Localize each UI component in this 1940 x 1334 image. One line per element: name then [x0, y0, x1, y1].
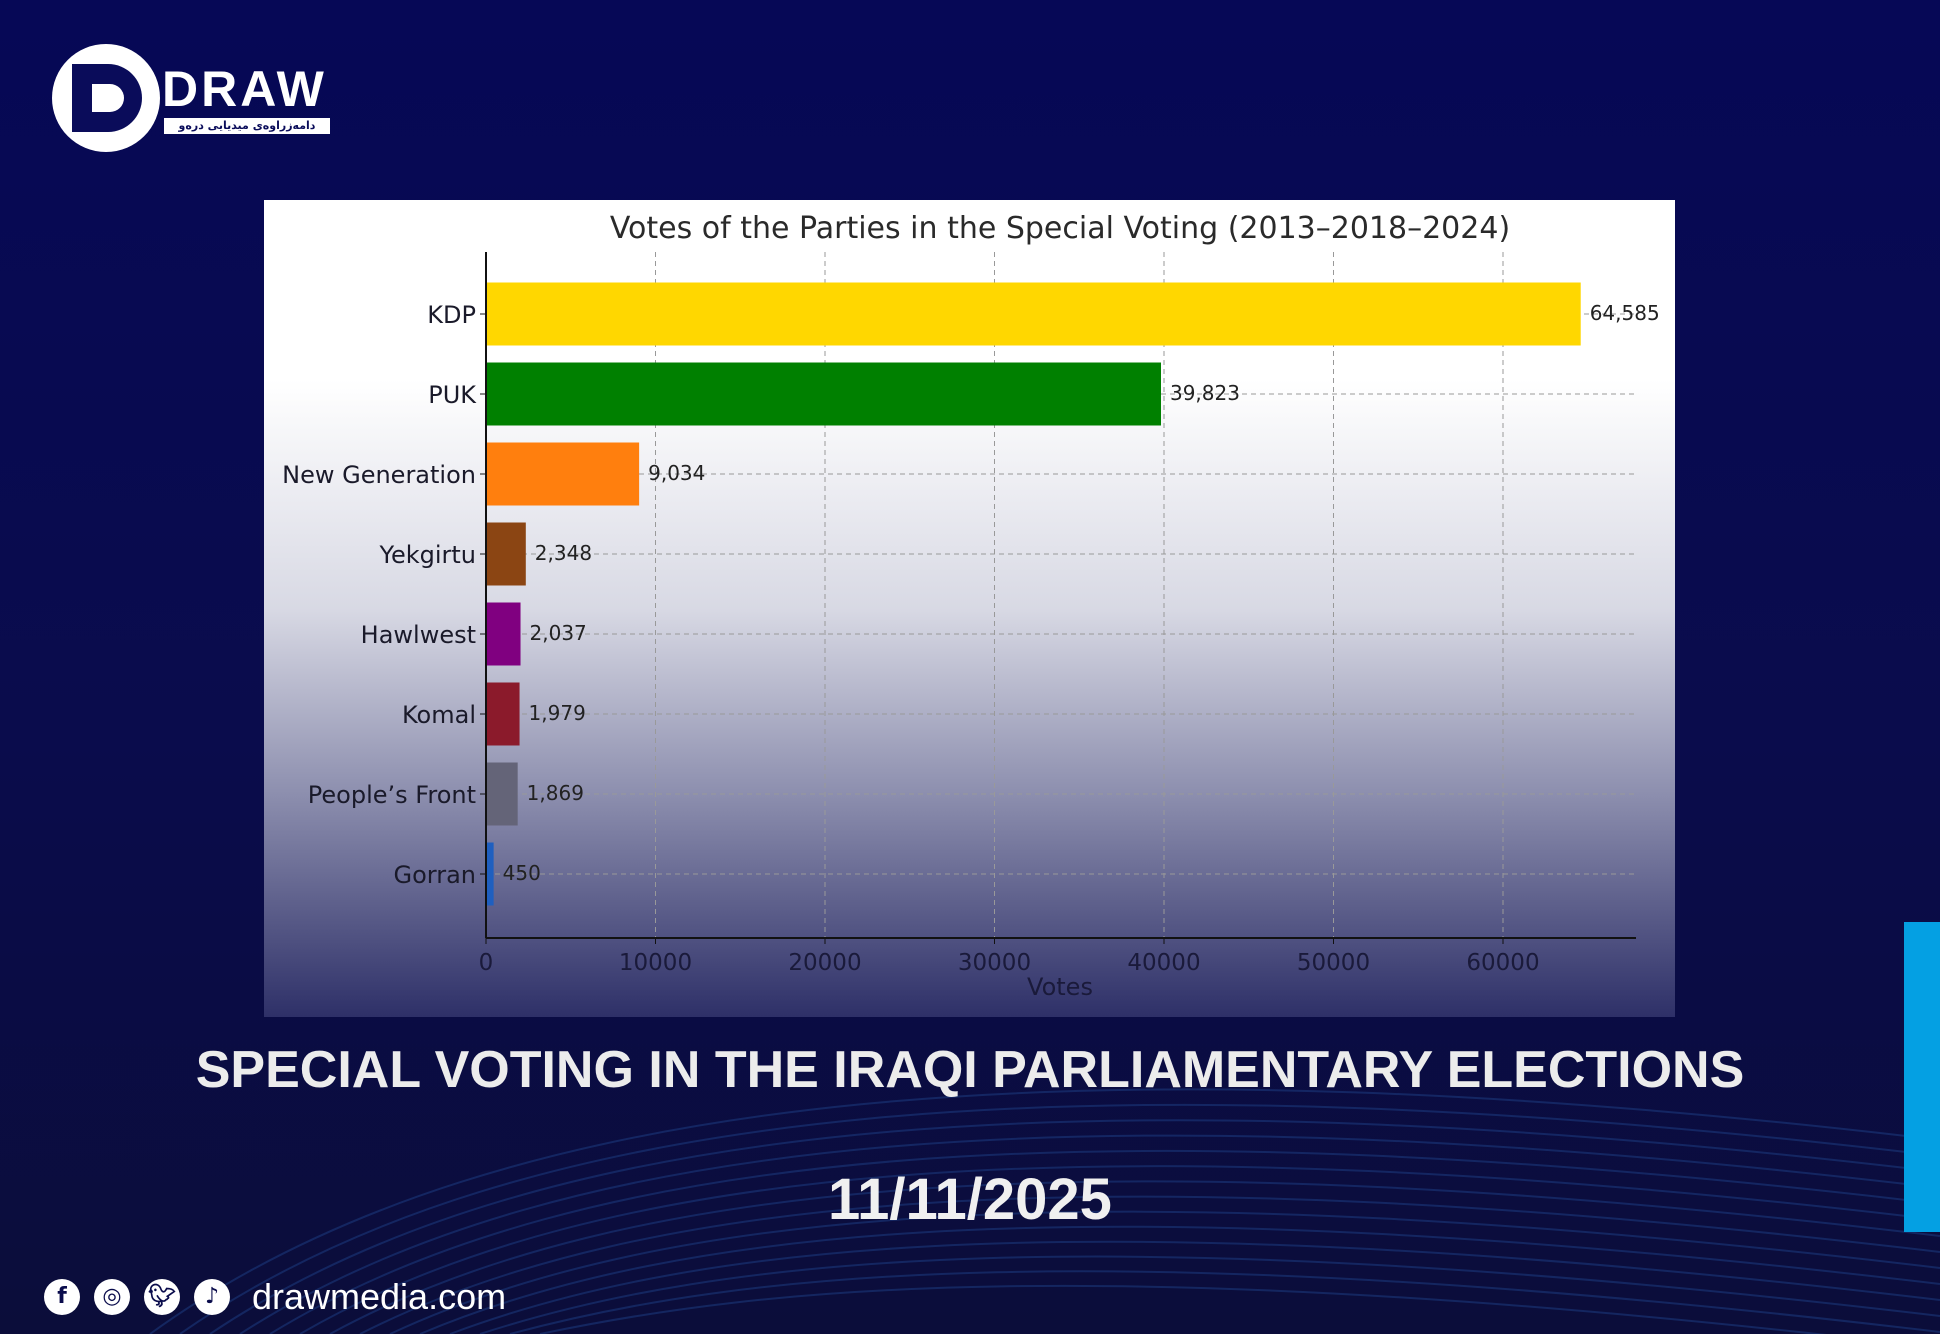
bar-kdp: [486, 282, 1581, 346]
wave-line: [179, 1103, 1940, 1334]
bar-hawlwest: [486, 602, 521, 666]
data-label: 1,979: [529, 701, 586, 725]
x-tick-label: 20000: [788, 950, 861, 976]
wave-line: [509, 1270, 1940, 1334]
data-label: 64,585: [1590, 301, 1660, 325]
accent-bar: [1904, 922, 1940, 1232]
x-tick-label: 30000: [958, 950, 1031, 976]
bar-puk: [486, 362, 1161, 426]
chart-panel: Votes of the Parties in the Special Voti…: [264, 200, 1675, 1017]
draw-logo: DRAW دامەزراوەی میدیایی درەو: [50, 42, 350, 154]
instagram-icon[interactable]: ◎: [94, 1279, 130, 1315]
wave-line: [419, 1225, 1940, 1334]
data-label: 9,034: [648, 461, 705, 485]
x-tick-label: 10000: [619, 950, 692, 976]
wave-line: [449, 1240, 1940, 1334]
data-label: 450: [503, 861, 541, 885]
bar-new-generation: [486, 442, 640, 506]
facebook-icon[interactable]: f: [44, 1279, 80, 1315]
wave-line: [239, 1134, 1940, 1334]
wave-line: [389, 1210, 1940, 1334]
logo-d-inner: [92, 84, 124, 112]
wave-line: [479, 1255, 1940, 1334]
bar-yekgirtu: [486, 522, 526, 586]
data-label: 39,823: [1170, 381, 1240, 405]
y-tick-label: Komal: [402, 701, 476, 729]
logo-text: DRAW: [162, 61, 327, 117]
y-tick-label: New Generation: [282, 461, 476, 489]
wave-line: [149, 1088, 1940, 1334]
chart-title: Votes of the Parties in the Special Voti…: [610, 211, 1510, 246]
wave-line: [299, 1165, 1940, 1334]
headline: SPECIAL VOTING IN THE IRAQI PARLIAMENTAR…: [195, 1041, 1745, 1099]
wave-line: [329, 1180, 1940, 1334]
data-label: 1,869: [527, 781, 584, 805]
wave-line: [269, 1149, 1940, 1334]
x-tick-label: 40000: [1127, 950, 1200, 976]
y-tick-label: KDP: [427, 301, 476, 329]
x-axis-label: Votes: [1027, 973, 1093, 1001]
x-tick-label: 60000: [1466, 950, 1539, 976]
wave-line: [209, 1119, 1940, 1334]
wave-line: [539, 1284, 1827, 1334]
bar-chart: Votes of the Parties in the Special Voti…: [282, 211, 1660, 1001]
x-tick-label: 50000: [1297, 950, 1370, 976]
logo-subtitle: دامەزراوەی میدیایی درەو: [164, 118, 330, 134]
bar-komal: [486, 682, 520, 746]
data-label: 2,037: [530, 621, 587, 645]
tiktok-icon[interactable]: ♪: [194, 1279, 230, 1315]
y-tick-label: People’s Front: [308, 781, 476, 809]
y-tick-label: Hawlwest: [361, 621, 476, 649]
wave-line: [359, 1195, 1940, 1334]
bar-gorran: [486, 842, 494, 906]
website-link[interactable]: drawmedia.com: [252, 1276, 507, 1317]
x-tick-label: 0: [479, 950, 494, 976]
y-tick-label: Yekgirtu: [378, 541, 476, 569]
twitter-icon[interactable]: 🐦︎: [144, 1279, 180, 1315]
data-label: 2,348: [535, 541, 592, 565]
y-tick-label: Gorran: [393, 861, 476, 889]
bar-people-s-front: [486, 762, 518, 826]
footer: f ◎ 🐦︎ ♪ drawmedia.com: [44, 1276, 506, 1318]
date: 11/11/2025: [828, 1167, 1112, 1232]
y-tick-label: PUK: [428, 381, 477, 409]
